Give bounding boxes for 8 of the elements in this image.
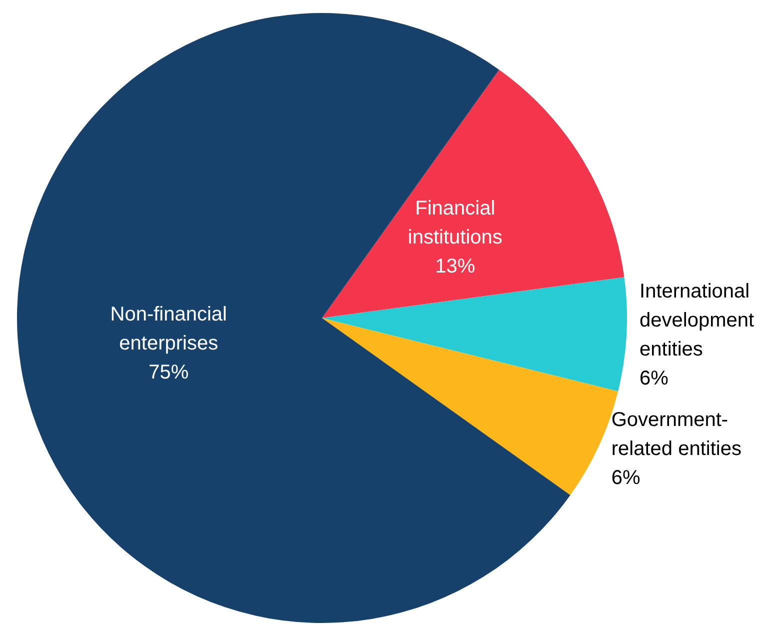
- data-label: 6%: [640, 367, 669, 390]
- slice-label: Government-related entities: [611, 408, 742, 460]
- data-label: 75%: [148, 362, 189, 384]
- slice-label: Non-financial enterprises: [110, 304, 227, 355]
- slice-label: International development entities: [640, 280, 755, 360]
- data-label: 6%: [611, 466, 640, 489]
- slice-label: Financial institutions: [408, 198, 502, 249]
- data-label: 13%: [435, 256, 476, 278]
